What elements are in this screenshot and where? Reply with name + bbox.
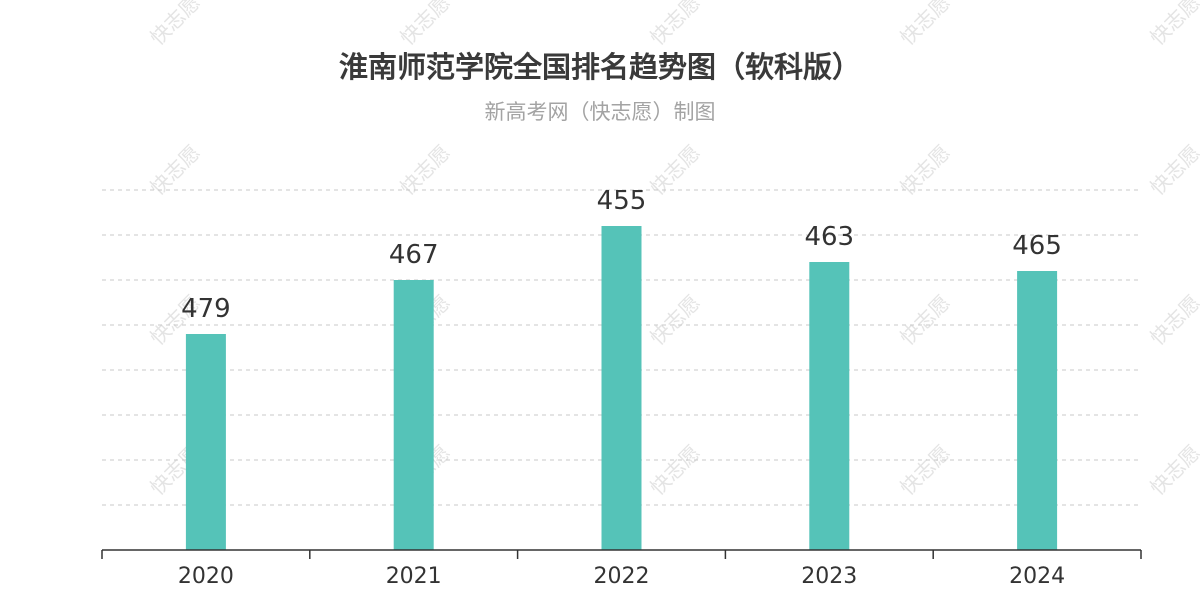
watermark-text: 快志愿 [395, 0, 454, 50]
watermark-text: 快志愿 [645, 440, 704, 499]
grid-lines [102, 189, 1141, 506]
chart-subtitle: 新高考网（快志愿）制图 [485, 100, 716, 124]
value-labels: 479 467 455 463 465 [181, 186, 1062, 324]
x-tick-label-2024: 2024 [1009, 564, 1065, 589]
watermark-text: 快志愿 [895, 0, 954, 50]
value-label-2023: 463 [804, 222, 854, 252]
watermark-text: 快志愿 [1145, 290, 1200, 349]
value-label-2024: 465 [1012, 231, 1062, 261]
bars [185, 226, 1058, 550]
x-axis: 2020 2021 2022 2023 2024 [101, 549, 1142, 589]
watermark-text: 快志愿 [895, 440, 954, 499]
x-tick-label-2021: 2021 [386, 564, 442, 589]
watermark-text: 快志愿 [645, 290, 704, 349]
value-label-2020: 479 [181, 294, 231, 324]
watermark-text: 快志愿 [895, 290, 954, 349]
watermark-text: 快志愿 [1145, 440, 1200, 499]
watermark-text: 快志愿 [395, 140, 454, 199]
bar-2022 [601, 226, 642, 550]
watermark-text: 快志愿 [645, 0, 704, 50]
watermark-text: 快志愿 [645, 140, 704, 199]
watermark-text: 快志愿 [1145, 0, 1200, 50]
value-label-2021: 467 [389, 240, 439, 270]
watermark-text: 快志愿 [1145, 140, 1200, 199]
watermark-text: 快志愿 [145, 0, 204, 50]
x-tick-label-2022: 2022 [594, 564, 650, 589]
x-tick-label-2023: 2023 [801, 564, 857, 589]
watermark-text: 快志愿 [145, 140, 204, 199]
chart-title: 淮南师范学院全国排名趋势图（软科版） [339, 50, 861, 84]
value-label-2022: 455 [597, 186, 647, 216]
bar-2020 [185, 334, 226, 550]
bar-2021 [393, 280, 434, 550]
x-tick-label-2020: 2020 [178, 564, 234, 589]
bar-2023 [809, 262, 850, 550]
watermark-text: 快志愿 [895, 140, 954, 199]
bar-2024 [1017, 271, 1058, 550]
